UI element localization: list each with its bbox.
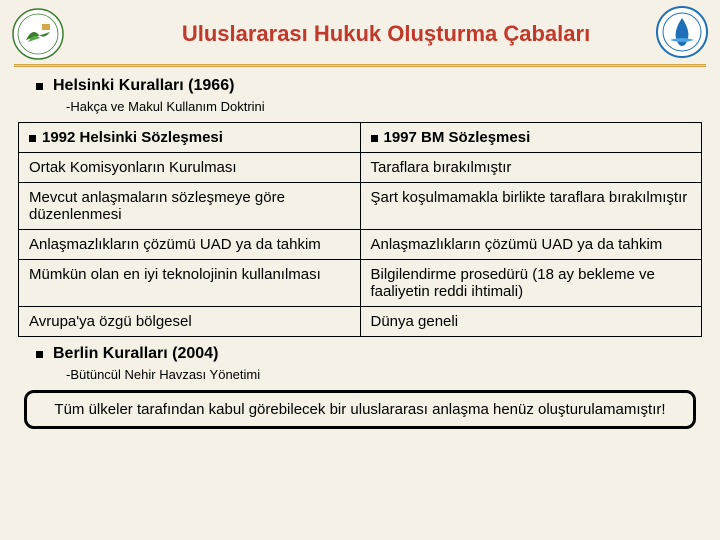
bullet-berlin-label: Berlin Kuralları (2004) bbox=[53, 345, 218, 363]
bullet-berlin-sub: -Bütüncül Nehir Havzası Yönetimi bbox=[66, 367, 702, 382]
bullet-square-icon bbox=[29, 135, 36, 142]
ministry-logo-icon bbox=[12, 8, 64, 60]
bullet-square-icon bbox=[36, 83, 43, 90]
slide-title: Uluslararası Hukuk Oluşturma Çabaları bbox=[64, 21, 708, 47]
bullet-helsinki: Helsinki Kuralları (1966) bbox=[36, 77, 702, 95]
table-row: Mümkün olan en iyi teknolojinin kullanıl… bbox=[19, 260, 702, 307]
table-row: Avrupa'ya özgü bölgesel Dünya geneli bbox=[19, 307, 702, 337]
table-header-right: 1997 BM Sözleşmesi bbox=[360, 123, 702, 153]
bullet-helsinki-label: Helsinki Kuralları (1966) bbox=[53, 77, 234, 95]
table-cell: Avrupa'ya özgü bölgesel bbox=[19, 307, 361, 337]
bullet-square-icon bbox=[371, 135, 378, 142]
table-cell: Şart koşulmamakla birlikte taraflara bır… bbox=[360, 183, 702, 230]
table-cell: Mümkün olan en iyi teknolojinin kullanıl… bbox=[19, 260, 361, 307]
table-cell: Ortak Komisyonların Kurulması bbox=[19, 153, 361, 183]
comparison-table: 1992 Helsinki Sözleşmesi 1997 BM Sözleşm… bbox=[18, 122, 702, 337]
bullet-helsinki-sub: -Hakça ve Makul Kullanım Doktrini bbox=[66, 99, 702, 114]
slide-content: Helsinki Kuralları (1966) -Hakça ve Maku… bbox=[0, 77, 720, 429]
header-divider bbox=[14, 64, 706, 67]
table-cell: Anlaşmazlıkların çözümü UAD ya da tahkim bbox=[19, 230, 361, 260]
table-cell: Bilgilendirme prosedürü (18 ay bekleme v… bbox=[360, 260, 702, 307]
table-row: Anlaşmazlıkların çözümü UAD ya da tahkim… bbox=[19, 230, 702, 260]
slide-header: Uluslararası Hukuk Oluşturma Çabaları bbox=[0, 0, 720, 64]
table-row: Mevcut anlaşmaların sözleşmeye göre düze… bbox=[19, 183, 702, 230]
water-agency-logo-icon bbox=[656, 6, 708, 58]
bullet-square-icon bbox=[36, 351, 43, 358]
table-header-left: 1992 Helsinki Sözleşmesi bbox=[19, 123, 361, 153]
conclusion-callout: Tüm ülkeler tarafından kabul görebilecek… bbox=[24, 390, 696, 429]
table-cell: Mevcut anlaşmaların sözleşmeye göre düze… bbox=[19, 183, 361, 230]
table-cell: Taraflara bırakılmıştır bbox=[360, 153, 702, 183]
table-header-row: 1992 Helsinki Sözleşmesi 1997 BM Sözleşm… bbox=[19, 123, 702, 153]
table-row: Ortak Komisyonların Kurulması Taraflara … bbox=[19, 153, 702, 183]
table-cell: Anlaşmazlıkların çözümü UAD ya da tahkim bbox=[360, 230, 702, 260]
table-cell: Dünya geneli bbox=[360, 307, 702, 337]
bullet-berlin: Berlin Kuralları (2004) bbox=[36, 345, 702, 363]
